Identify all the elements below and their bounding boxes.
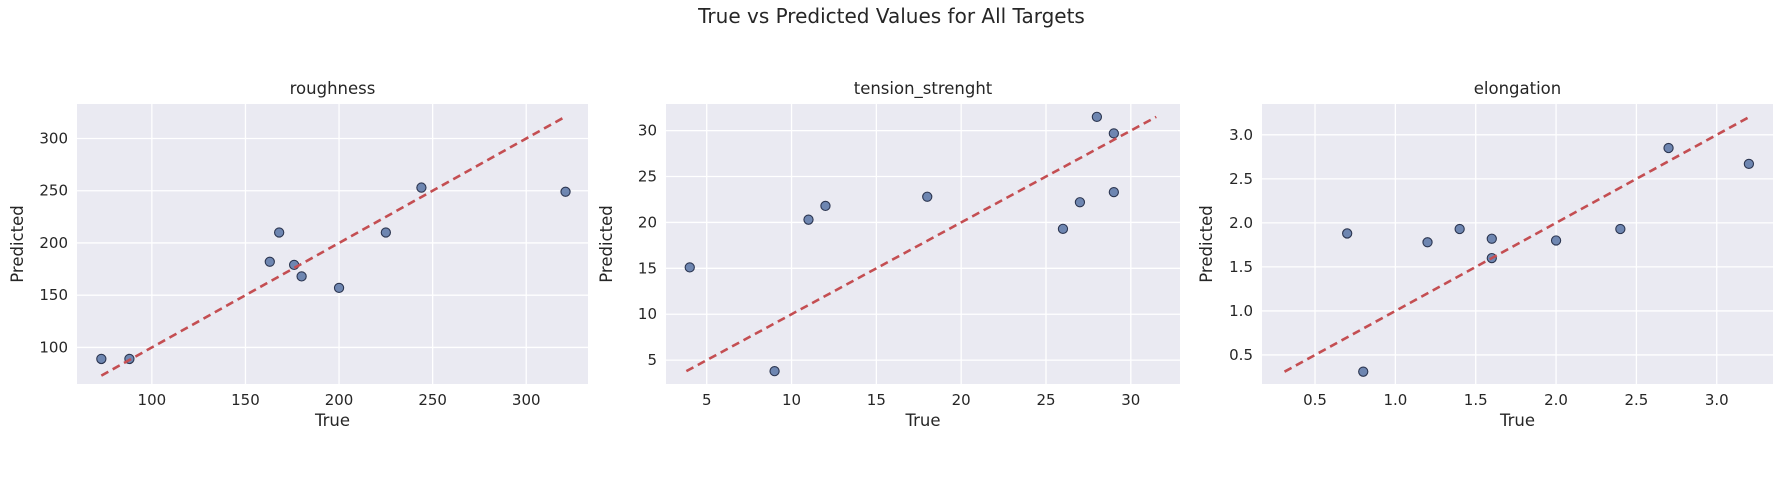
data-point xyxy=(1091,111,1103,123)
data-point xyxy=(1108,128,1119,139)
data-point xyxy=(560,186,571,197)
data-point xyxy=(1108,186,1119,198)
data-point xyxy=(380,227,391,238)
x-axis-label: True xyxy=(1499,411,1535,430)
y-tick-label: 1.5 xyxy=(1229,258,1253,276)
data-point xyxy=(1358,366,1369,377)
reference-line xyxy=(1283,116,1750,373)
reference-line xyxy=(685,115,1157,373)
data-point xyxy=(416,182,427,193)
y-axis-label: Predicted xyxy=(8,205,27,282)
reference-line xyxy=(100,115,567,377)
y-tick-label: 2.0 xyxy=(1229,214,1253,232)
data-point xyxy=(264,256,275,267)
data-point xyxy=(296,271,307,282)
data-point xyxy=(1550,235,1562,246)
y-tick-label: 100 xyxy=(39,338,68,356)
data-point xyxy=(1615,223,1626,235)
x-tick-label: 25 xyxy=(1036,391,1055,409)
data-point xyxy=(1422,237,1433,248)
y-tick-label: 150 xyxy=(39,286,68,304)
y-tick-label: 1.0 xyxy=(1229,302,1253,320)
y-tick-label: 3.0 xyxy=(1229,126,1253,144)
subplot-title: tension_strenght xyxy=(854,79,993,99)
data-point xyxy=(1074,197,1086,208)
y-axis-label: Predicted xyxy=(597,205,616,282)
x-tick-label: 5 xyxy=(702,391,712,409)
x-tick-label: 2.5 xyxy=(1624,391,1648,409)
y-tick-label: 20 xyxy=(638,213,657,231)
data-point xyxy=(1342,228,1353,239)
subplot-title: roughness xyxy=(290,79,376,98)
plot-area xyxy=(666,104,1180,384)
y-tick-label: 25 xyxy=(638,168,657,186)
x-tick-label: 100 xyxy=(138,391,167,409)
data-point xyxy=(769,365,780,377)
y-tick-label: 300 xyxy=(39,129,68,147)
x-axis-label: True xyxy=(904,411,940,430)
x-tick-label: 150 xyxy=(231,391,260,409)
subplot-elongation: 0.5 1.0 1.5 2.0 2.5 3.0 0.5 1.0 1.5 2.0 2.5 3.0 elon… xyxy=(1197,79,1773,430)
subplot-title: elongation xyxy=(1474,79,1561,98)
x-tick-label: 200 xyxy=(325,391,354,409)
subplot-tension-strenght: 5 10 15 20 25 30 5 10 15 20 25 30 tension_strenght Tr… xyxy=(597,79,1180,430)
subplot-roughness: 100 150 200 250 300 100 150 200 250 300 roughness T… xyxy=(8,79,588,430)
x-tick-label: 300 xyxy=(512,391,541,409)
x-tick-label: 3.0 xyxy=(1705,391,1729,409)
y-tick-label: 15 xyxy=(638,259,657,277)
x-tick-label: 1.5 xyxy=(1464,391,1488,409)
y-tick-label: 0.5 xyxy=(1229,346,1253,364)
x-axis-label: True xyxy=(314,411,350,430)
data-point xyxy=(1454,223,1465,235)
data-point xyxy=(1057,223,1069,235)
data-point xyxy=(333,282,345,294)
x-tick-label: 15 xyxy=(867,391,886,409)
data-point xyxy=(684,262,695,273)
y-tick-label: 200 xyxy=(39,234,68,252)
figure-title: True vs Predicted Values for All Targets xyxy=(698,4,1085,28)
data-point xyxy=(820,200,831,212)
x-tick-label: 250 xyxy=(418,391,447,409)
x-tick-label: 20 xyxy=(952,391,971,409)
x-tick-label: 2.0 xyxy=(1544,391,1568,409)
x-tick-label: 0.5 xyxy=(1303,391,1327,409)
x-tick-label: 10 xyxy=(782,391,801,409)
data-point xyxy=(1486,233,1497,244)
y-tick-label: 30 xyxy=(638,122,657,140)
data-point xyxy=(803,214,814,225)
y-tick-label: 2.5 xyxy=(1229,170,1253,188)
data-point xyxy=(1663,142,1674,154)
y-tick-label: 5 xyxy=(647,351,657,369)
data-point xyxy=(922,191,933,202)
x-tick-label: 1.0 xyxy=(1383,391,1407,409)
data-point xyxy=(96,353,107,365)
y-tick-label: 10 xyxy=(638,305,657,323)
x-tick-label: 30 xyxy=(1121,391,1140,409)
data-point xyxy=(1743,158,1755,170)
data-point xyxy=(274,227,285,238)
y-axis-label: Predicted xyxy=(1197,205,1216,282)
y-tick-label: 250 xyxy=(39,182,68,200)
